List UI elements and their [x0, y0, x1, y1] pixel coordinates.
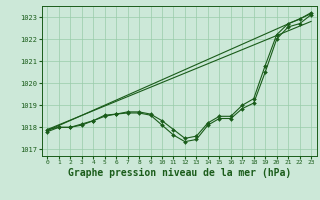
X-axis label: Graphe pression niveau de la mer (hPa): Graphe pression niveau de la mer (hPa)	[68, 168, 291, 178]
